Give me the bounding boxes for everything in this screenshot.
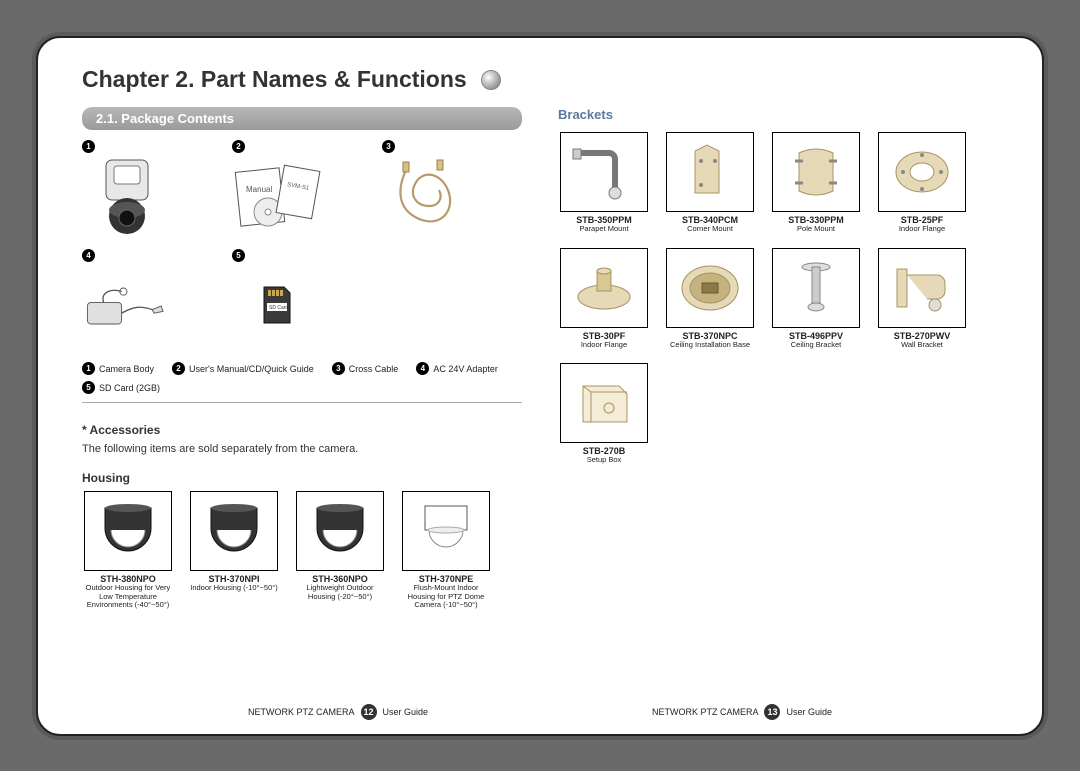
housing-illustration [402,491,490,571]
svg-text:SD Card: SD Card [269,305,288,311]
package-row-2: 4 5 [82,249,522,346]
footer-page-num: 13 [764,704,780,720]
pkg-item-2: 2 Manual SVM-S1 [232,140,322,237]
footer-product: NETWORK PTZ CAMERA [248,707,355,717]
accessories-text: The following items are sold separately … [82,443,522,455]
bracket-card: STB-340PCM Corner Mount [664,132,756,234]
housing-grid: STH-380NPO Outdoor Housing for Very Low … [82,491,522,610]
num-circle-1: 1 [82,140,95,153]
legend-label-2: User's Manual/CD/Quick Guide [189,364,314,374]
footer-page-num: 12 [361,704,377,720]
bracket-card: STB-25PF Indoor Flange [876,132,968,234]
pkg-illustration-manual: Manual SVM-S1 [232,157,322,237]
accessories-head: * Accessories [82,423,522,437]
footer-product: NETWORK PTZ CAMERA [652,707,759,717]
chapter-header: Chapter 2. Part Names & Functions [82,66,998,93]
housing-illustration [296,491,384,571]
svg-text:Manual: Manual [246,185,272,194]
footer-guide: User Guide [383,707,429,717]
pkg-illustration-cable [382,157,472,237]
package-legend: 1Camera Body 2User's Manual/CD/Quick Gui… [82,362,522,394]
legend-label-5: SD Card (2GB) [99,383,160,393]
footer-left: NETWORK PTZ CAMERA 12 User Guide [248,704,428,720]
housing-head: Housing [82,471,522,485]
divider [82,402,522,403]
pkg-item-3: 3 [382,140,472,237]
bracket-card: STB-496PPV Ceiling Bracket [770,248,862,350]
chapter-dot-icon [481,70,501,90]
bracket-card: STB-270B Setup Box [558,363,650,465]
pkg-illustration-camera [82,157,172,237]
num-circle-4: 4 [82,249,95,262]
bracket-card: STB-270PWV Wall Bracket [876,248,968,350]
bracket-card: STB-350PPM Parapet Mount [558,132,650,234]
legend-label-3: Cross Cable [349,364,399,374]
bracket-card: STB-370NPC Ceiling Installation Base [664,248,756,350]
chapter-title: Chapter 2. Part Names & Functions [82,66,467,93]
right-column: Brackets STB-350PPM Parapet Mount STB-34… [558,107,998,610]
pkg-item-5: 5 SD Card [232,249,322,346]
pkg-illustration-adapter [82,266,172,346]
num-circle-3: 3 [382,140,395,153]
bracket-card: STB-330PPM Pole Mount [770,132,862,234]
pkg-item-1: 1 [82,140,172,237]
pkg-item-4: 4 [82,249,172,346]
left-column: 2.1. Package Contents 1 [82,107,522,610]
housing-card: STH-370NPI Indoor Housing (-10°~50°) [188,491,280,610]
package-row-1: 1 2 [82,140,522,237]
housing-card: STH-380NPO Outdoor Housing for Very Low … [82,491,174,610]
footer-right: NETWORK PTZ CAMERA 13 User Guide [652,704,832,720]
housing-card: STH-370NPE Flush-Mount Indoor Housing fo… [400,491,492,610]
brackets-head: Brackets [558,107,998,122]
footer-guide: User Guide [786,707,832,717]
housing-illustration [190,491,278,571]
section-bar-package: 2.1. Package Contents [82,107,522,130]
pkg-illustration-sdcard: SD Card [232,266,322,346]
legend-label-1: Camera Body [99,364,154,374]
legend-label-4: AC 24V Adapter [433,364,498,374]
bracket-card: STB-30PF Indoor Flange [558,248,650,350]
num-circle-5: 5 [232,249,245,262]
housing-card: STH-360NPO Lightweight Outdoor Housing (… [294,491,386,610]
page-frame: Chapter 2. Part Names & Functions 2.1. P… [36,36,1044,736]
brackets-grid: STB-350PPM Parapet Mount STB-340PCM Corn… [558,132,998,465]
num-circle-2: 2 [232,140,245,153]
housing-illustration [84,491,172,571]
